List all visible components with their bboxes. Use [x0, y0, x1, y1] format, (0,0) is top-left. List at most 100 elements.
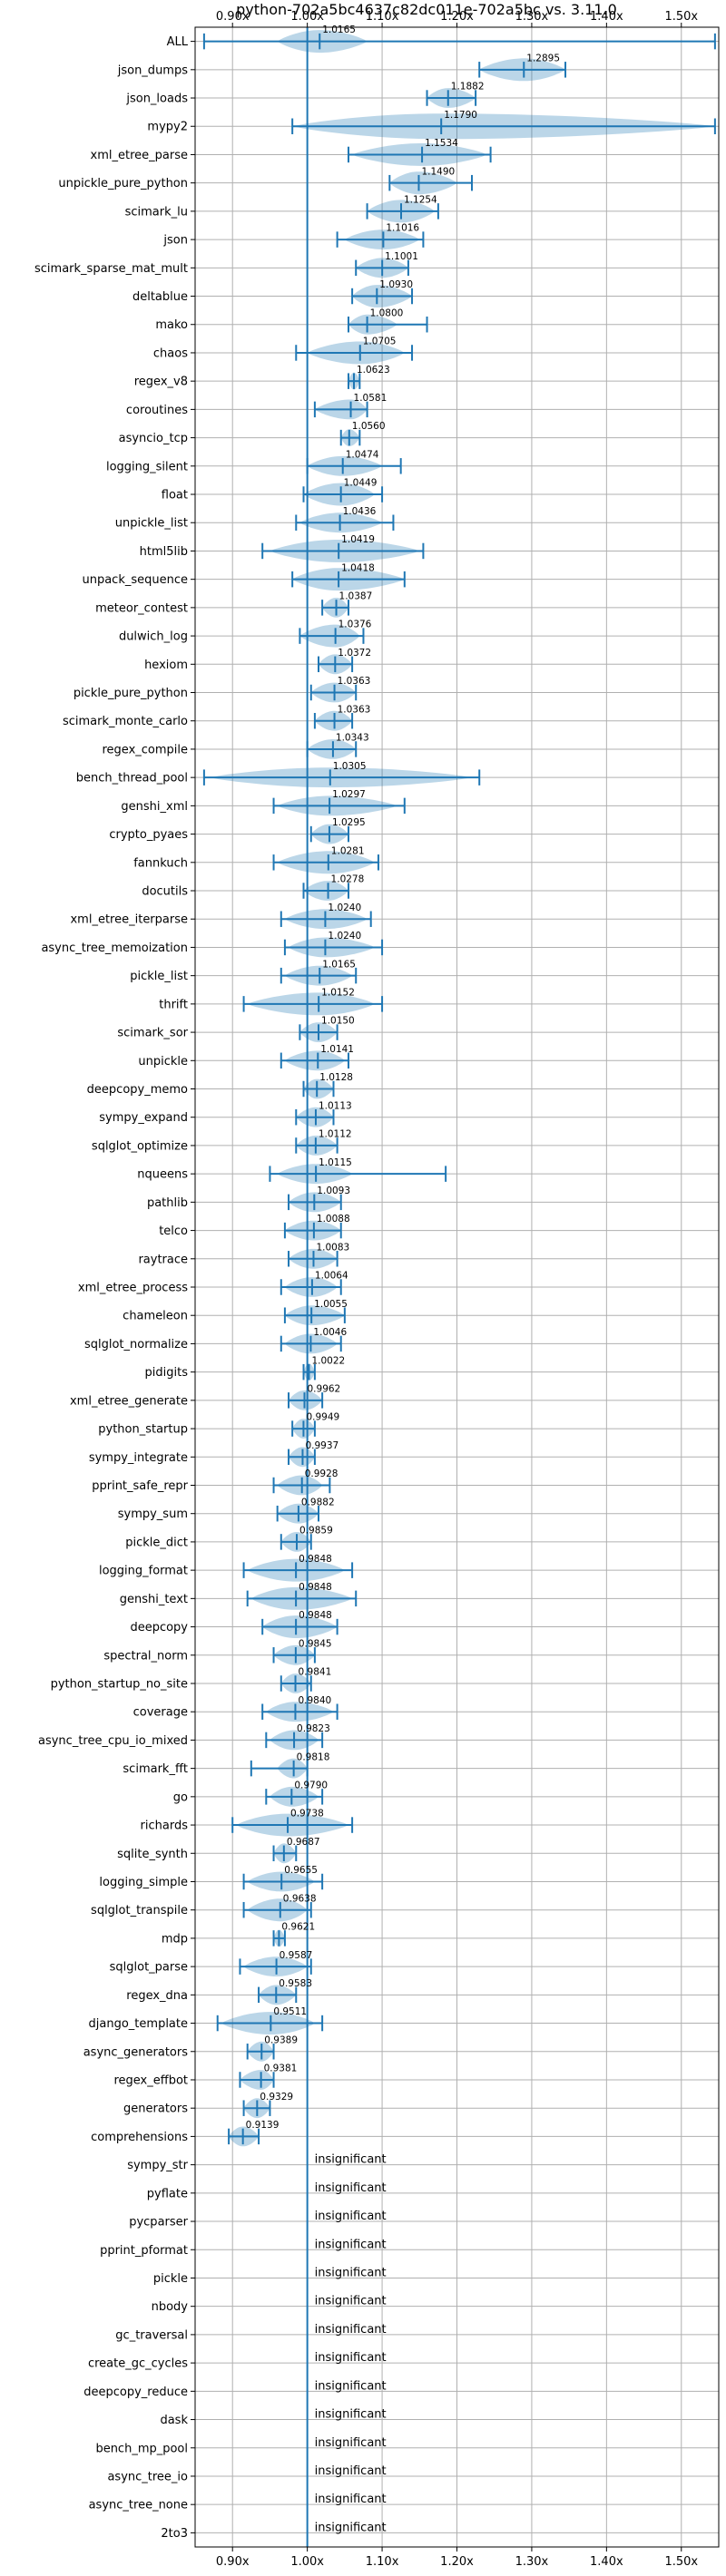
benchmark-name-label: logging_simple: [99, 1876, 188, 1889]
value-label: 0.9859: [299, 1526, 333, 1537]
benchmark-name-label: generators: [123, 2103, 188, 2116]
grid-layer: [195, 27, 719, 2547]
value-label: 1.0046: [313, 1327, 347, 1338]
benchmark-name-label: chameleon: [123, 1310, 188, 1323]
benchmark-name-label: mako: [155, 318, 188, 332]
x-tick-label-top: 1.40x: [590, 10, 623, 24]
violin-layer: [210, 30, 715, 2147]
benchmark-name-label: json_loads: [125, 93, 188, 106]
benchmark-name-label: json: [162, 234, 188, 248]
value-label: 0.9949: [306, 1412, 339, 1423]
benchmark-name-label: xml_etree_generate: [70, 1394, 188, 1408]
insignificant-label: insignificant: [315, 2351, 387, 2365]
benchmark-name-label: coverage: [133, 1706, 188, 1720]
value-label: 1.0112: [319, 1129, 352, 1140]
insignificant-label: insignificant: [315, 2436, 387, 2450]
value-label: 1.1001: [385, 251, 418, 262]
benchmark-name-label: float: [162, 489, 188, 503]
benchmark-name-label: pidigits: [145, 1366, 189, 1380]
x-tick-label-top: 1.30x: [515, 10, 549, 24]
benchmark-name-label: scimark_lu: [125, 205, 188, 219]
value-label: 1.0436: [343, 506, 377, 517]
benchmark-name-label: genshi_text: [120, 1593, 188, 1606]
x-tick-label-top: 1.20x: [440, 10, 474, 24]
benchmark-name-label: pprint_safe_repr: [92, 1479, 188, 1493]
value-label: 1.0363: [338, 704, 371, 715]
value-label: 1.0128: [319, 1072, 353, 1083]
benchmark-name-label: pickle: [153, 2272, 188, 2286]
insignificant-label: insignificant: [315, 2266, 387, 2279]
x-tick-label-top: 1.10x: [366, 10, 399, 24]
benchmark-name-label: pickle_dict: [125, 1536, 188, 1549]
value-label: 1.0093: [317, 1186, 350, 1196]
insignificant-label: insignificant: [315, 2408, 387, 2422]
insignificant-label: insignificant: [315, 2521, 387, 2534]
value-label: 1.0474: [346, 449, 379, 460]
benchmark-name-label: regex_compile: [102, 743, 188, 756]
benchmark-name-label: xml_etree_parse: [91, 149, 188, 162]
value-label: 1.0343: [336, 733, 369, 744]
x-tick-label-bottom: 1.40x: [590, 2555, 623, 2569]
benchmark-name-label: sympy_sum: [118, 1508, 188, 1521]
value-label: 1.0150: [321, 1016, 355, 1027]
insignificant-label: insignificant: [315, 2379, 387, 2393]
value-label: 1.0376: [338, 620, 372, 630]
value-label: 0.9738: [290, 1809, 324, 1820]
value-label: 1.0295: [332, 817, 366, 828]
benchmark-name-label: pickle_pure_python: [74, 687, 188, 700]
value-label: 0.9583: [279, 1978, 312, 1989]
insignificant-label: insignificant: [315, 2210, 387, 2223]
value-label: 0.9848: [299, 1610, 332, 1621]
benchmark-name-label: unpickle_pure_python: [58, 177, 188, 190]
benchmark-name-label: deepcopy: [130, 1621, 188, 1634]
value-label: 1.0449: [344, 478, 378, 489]
benchmark-name-label: deepcopy_reduce: [83, 2386, 188, 2399]
value-label: 1.0705: [363, 337, 397, 347]
value-label: 1.0240: [328, 903, 361, 913]
benchmark-name-label: regex_dna: [126, 1989, 188, 2003]
value-label: 0.9381: [264, 2064, 298, 2074]
insignificant-label: insignificant: [315, 2181, 387, 2195]
benchmark-name-label: chaos: [153, 346, 188, 360]
insignificant-label: insignificant: [315, 2295, 387, 2308]
value-label: 1.0419: [341, 534, 375, 545]
error-bar-layer: [202, 33, 716, 2145]
benchmark-name-label: spectral_norm: [103, 1649, 188, 1663]
x-tick-label-bottom: 1.10x: [366, 2555, 399, 2569]
value-label: 1.0418: [341, 562, 375, 573]
value-label: 1.0088: [317, 1214, 350, 1225]
benchmark-name-label: scimark_fft: [123, 1762, 188, 1776]
value-label: 1.1016: [386, 223, 419, 234]
benchmark-name-label: go: [173, 1791, 188, 1804]
value-label: 0.9638: [283, 1893, 317, 1904]
benchmark-name-label: thrift: [159, 998, 188, 1011]
value-label: 1.0165: [322, 24, 356, 35]
benchmark-name-label: mdp: [162, 1932, 188, 1946]
value-label: 0.9587: [280, 1950, 313, 1961]
label-layer: ALL 1.0165 json_dumps 1.2895 json_loads 1.188…: [34, 24, 560, 2541]
benchmark-name-label: raytrace: [138, 1253, 188, 1266]
benchmark-name-label: pyflate: [147, 2187, 188, 2200]
benchmark-name-label: 2to3: [161, 2527, 188, 2541]
benchmark-name-label: scimark_sparse_mat_mult: [34, 262, 188, 276]
benchmark-name-label: genshi_xml: [121, 800, 188, 814]
value-label: 1.0800: [370, 307, 404, 318]
x-tick-label-bottom: 1.50x: [664, 2555, 698, 2569]
value-label: 1.1534: [425, 138, 458, 149]
x-tick-label-bottom: 0.90x: [216, 2555, 250, 2569]
benchmark-name-label: pathlib: [147, 1196, 188, 1210]
benchmark-name-label: mypy2: [147, 121, 188, 134]
value-label: 1.0623: [357, 365, 390, 376]
benchmark-name-label: ALL: [167, 35, 189, 49]
x-tick-label-top: 1.50x: [664, 10, 698, 24]
benchmark-name-label: async_tree_none: [89, 2499, 188, 2513]
value-label: 1.0581: [354, 393, 388, 404]
benchmark-name-label: crypto_pyaes: [109, 828, 188, 842]
benchmark-name-label: scimark_monte_carlo: [63, 715, 188, 728]
benchmark-name-label: sqlglot_optimize: [92, 1139, 188, 1153]
x-tick-label-top: 0.90x: [216, 10, 250, 24]
value-label: 0.9848: [299, 1582, 332, 1593]
x-tick-label-top: 1.00x: [290, 10, 324, 24]
benchmark-name-label: pycparser: [129, 2216, 188, 2230]
